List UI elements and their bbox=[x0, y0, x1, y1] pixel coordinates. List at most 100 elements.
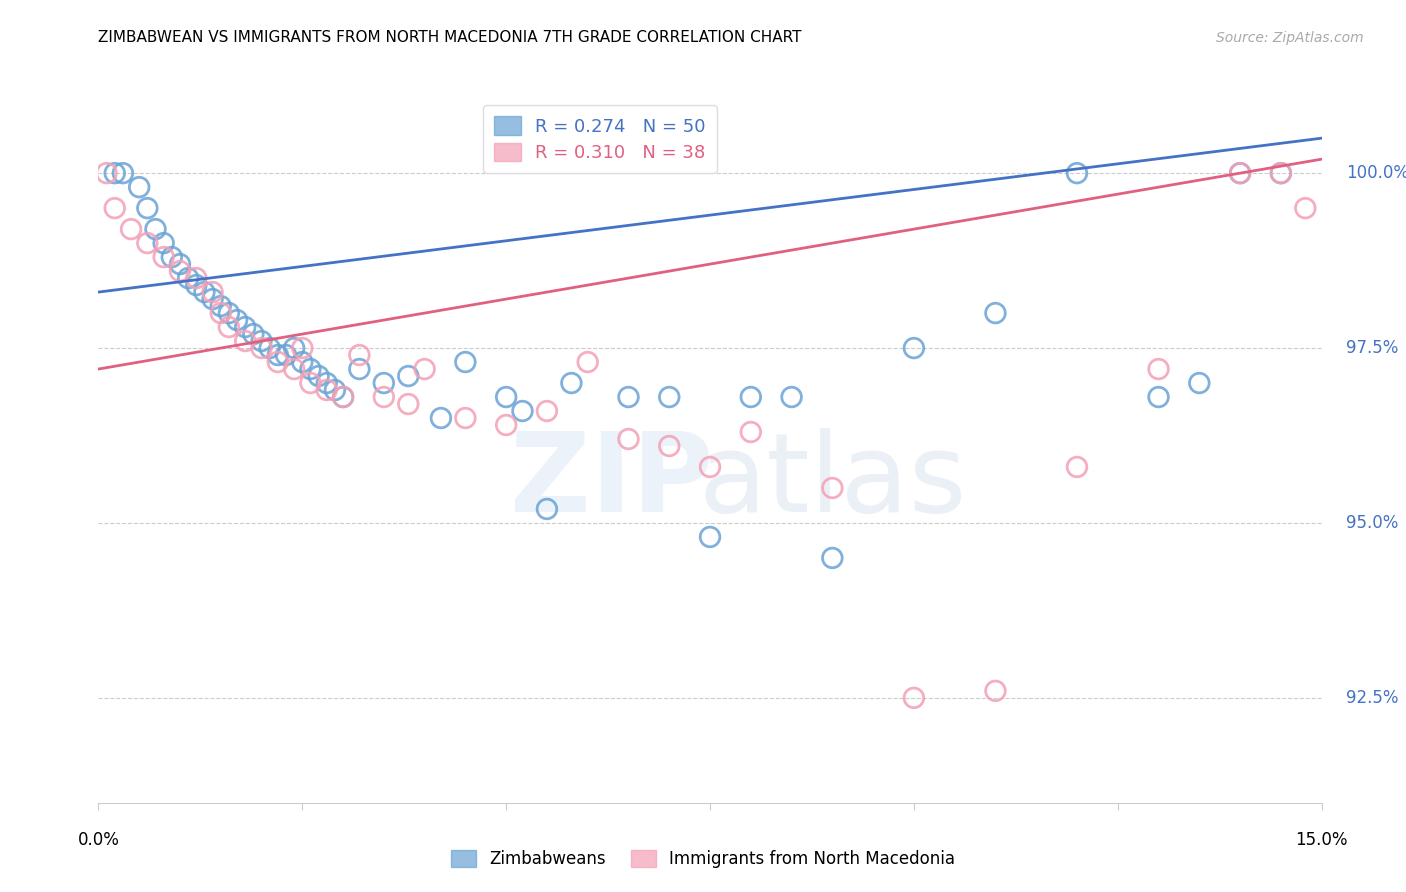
Text: 97.5%: 97.5% bbox=[1346, 339, 1399, 357]
Text: 15.0%: 15.0% bbox=[1295, 830, 1348, 849]
Point bbox=[396, 397, 419, 411]
Point bbox=[1066, 460, 1088, 475]
Point bbox=[1147, 362, 1170, 376]
Point bbox=[299, 376, 322, 390]
Point bbox=[218, 320, 240, 334]
Point bbox=[250, 341, 273, 355]
Point bbox=[396, 369, 419, 384]
Point bbox=[1147, 390, 1170, 404]
Point bbox=[430, 411, 453, 425]
Point bbox=[291, 341, 314, 355]
Point bbox=[308, 369, 330, 384]
Point bbox=[186, 271, 208, 285]
Point bbox=[201, 292, 224, 306]
Point bbox=[209, 306, 232, 320]
Point bbox=[299, 362, 322, 376]
Point bbox=[128, 180, 150, 194]
Point bbox=[315, 383, 337, 397]
Point bbox=[512, 404, 534, 418]
Point bbox=[413, 362, 436, 376]
Point bbox=[1188, 376, 1211, 390]
Point bbox=[617, 432, 640, 446]
Point bbox=[315, 376, 337, 390]
Point bbox=[218, 306, 240, 320]
Point bbox=[903, 341, 925, 355]
Point bbox=[454, 411, 477, 425]
Point bbox=[984, 684, 1007, 698]
Point bbox=[1270, 166, 1292, 180]
Point bbox=[536, 404, 558, 418]
Point bbox=[349, 362, 371, 376]
Point bbox=[821, 550, 844, 565]
Point bbox=[1229, 166, 1251, 180]
Point bbox=[699, 530, 721, 544]
Text: atlas: atlas bbox=[699, 428, 966, 535]
Point bbox=[169, 257, 191, 271]
Point bbox=[984, 306, 1007, 320]
Legend: R = 0.274   N = 50, R = 0.310   N = 38: R = 0.274 N = 50, R = 0.310 N = 38 bbox=[484, 105, 717, 173]
Point bbox=[903, 690, 925, 705]
Point bbox=[1229, 166, 1251, 180]
Point bbox=[250, 334, 273, 348]
Point bbox=[283, 341, 305, 355]
Point bbox=[560, 376, 582, 390]
Point bbox=[136, 201, 159, 215]
Point bbox=[1066, 166, 1088, 180]
Point bbox=[233, 334, 256, 348]
Point bbox=[1294, 201, 1316, 215]
Point bbox=[332, 390, 354, 404]
Point bbox=[233, 320, 256, 334]
Text: ZIP: ZIP bbox=[510, 428, 714, 535]
Point bbox=[576, 355, 599, 369]
Point bbox=[120, 222, 142, 236]
Point bbox=[1270, 166, 1292, 180]
Point bbox=[177, 271, 200, 285]
Point bbox=[740, 425, 762, 439]
Point bbox=[145, 222, 167, 236]
Point bbox=[323, 383, 346, 397]
Point bbox=[193, 285, 215, 299]
Point bbox=[495, 390, 517, 404]
Point bbox=[780, 390, 803, 404]
Point bbox=[160, 250, 183, 264]
Point bbox=[201, 285, 224, 299]
Point bbox=[373, 376, 395, 390]
Text: Source: ZipAtlas.com: Source: ZipAtlas.com bbox=[1216, 30, 1364, 45]
Text: 0.0%: 0.0% bbox=[77, 830, 120, 849]
Point bbox=[104, 201, 127, 215]
Text: 95.0%: 95.0% bbox=[1346, 514, 1399, 532]
Text: 100.0%: 100.0% bbox=[1346, 164, 1406, 182]
Point bbox=[267, 355, 290, 369]
Point bbox=[536, 502, 558, 516]
Point bbox=[373, 390, 395, 404]
Point bbox=[152, 236, 174, 251]
Point bbox=[283, 362, 305, 376]
Point bbox=[658, 439, 681, 453]
Point bbox=[152, 250, 174, 264]
Point bbox=[699, 460, 721, 475]
Point bbox=[274, 348, 297, 362]
Point bbox=[821, 481, 844, 495]
Point bbox=[349, 348, 371, 362]
Point bbox=[186, 278, 208, 293]
Point bbox=[495, 417, 517, 432]
Legend: Zimbabweans, Immigrants from North Macedonia: Zimbabweans, Immigrants from North Maced… bbox=[444, 843, 962, 875]
Point bbox=[96, 166, 118, 180]
Point bbox=[136, 236, 159, 251]
Text: ZIMBABWEAN VS IMMIGRANTS FROM NORTH MACEDONIA 7TH GRADE CORRELATION CHART: ZIMBABWEAN VS IMMIGRANTS FROM NORTH MACE… bbox=[98, 29, 801, 45]
Point bbox=[259, 341, 281, 355]
Point bbox=[242, 327, 264, 342]
Point bbox=[226, 313, 249, 327]
Point bbox=[740, 390, 762, 404]
Point bbox=[454, 355, 477, 369]
Point bbox=[104, 166, 127, 180]
Point bbox=[267, 348, 290, 362]
Point bbox=[291, 355, 314, 369]
Point bbox=[658, 390, 681, 404]
Point bbox=[617, 390, 640, 404]
Point bbox=[332, 390, 354, 404]
Point bbox=[111, 166, 134, 180]
Point bbox=[169, 264, 191, 278]
Point bbox=[209, 299, 232, 313]
Text: 92.5%: 92.5% bbox=[1346, 689, 1399, 706]
